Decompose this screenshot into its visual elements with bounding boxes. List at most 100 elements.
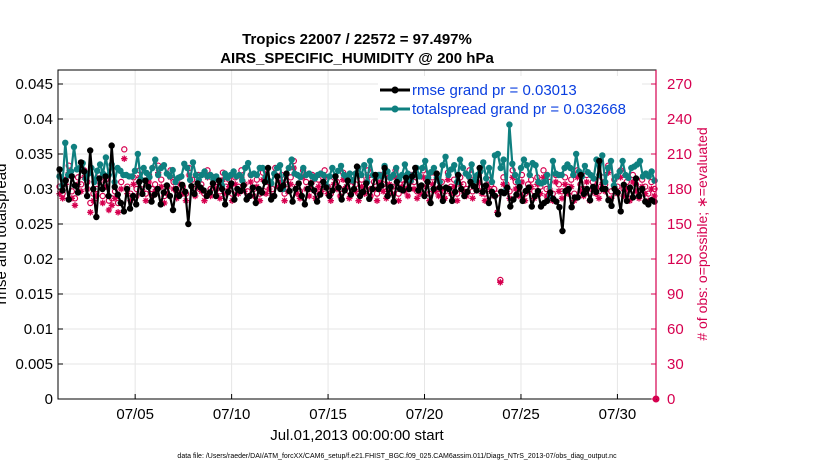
totalspread-point [480,159,487,166]
rmse-point [179,181,186,188]
obs-evaluated-marker [617,174,624,181]
rmse-point [83,192,91,200]
totalspread-point [543,171,551,179]
totalspread-point [488,178,496,186]
rmse-point [191,190,198,198]
x-tick-label: 07/10 [213,406,251,423]
rmse-point [574,194,581,201]
rmse-point [378,182,385,189]
rmse-point [264,164,272,172]
y-tick-label-right: 30 [667,356,684,373]
totalspread-point [259,164,266,172]
totalspread-point [494,150,501,158]
rmse-point [332,173,339,180]
rmse-point [307,180,315,187]
rmse-point [436,184,443,191]
totalspread-point [636,157,644,165]
rmse-point [301,201,309,208]
rmse-point [175,192,183,200]
rmse-point [126,205,134,212]
rmse-point [252,199,259,207]
obs-evaluated-marker [608,195,615,202]
rmse-point [68,173,76,180]
rmse-point [218,185,226,193]
obs-evaluated-marker [71,202,79,209]
rmse-point [286,187,293,195]
rmse-point [596,157,603,165]
totalspread-point [62,139,69,146]
rmse-point [525,184,532,191]
rmse-point [620,181,627,188]
rmse-point [605,197,612,204]
rmse-point [399,187,407,194]
totalspread-point [601,178,609,186]
totalspread-point [131,167,139,174]
obs-evaluated-marker [555,188,563,195]
y-axis-label-right: # of obs: o=possible; ∗=evaluated [694,127,710,340]
obs-evaluated-marker [518,178,526,186]
rmse-point [261,178,269,186]
legend-label-totalspread: totalspread grand pr = 0.032668 [412,101,626,118]
rmse-point [393,178,401,186]
rmse-point [543,197,551,205]
rmse-point [504,184,511,191]
totalspread-point [456,156,464,163]
obs-evaluated-marker [281,197,288,204]
obs-evaluated-marker [293,190,301,197]
totalspread-point [532,162,539,169]
rmse-point [145,183,152,191]
rmse-point [172,185,180,193]
rmse-point [114,191,122,198]
rmse-point [136,178,143,186]
totalspread-point [422,157,429,165]
rmse-point [510,196,517,203]
totalspread-point [244,159,252,167]
obs-evaluated-marker [173,195,180,202]
obs-evaluated-marker [392,174,399,181]
grid-lines [58,70,656,400]
rmse-point [412,164,419,172]
rmse-point [372,171,379,179]
obs-possible-marker [540,167,547,174]
rmse-point [387,183,394,191]
obs-evaluated-marker [410,185,418,193]
obs-evaluated-marker [552,178,560,186]
obs-evaluated-marker [583,178,590,186]
rmse-point [246,192,253,200]
rmse-point [323,184,330,191]
obs-evaluated-marker [435,192,442,200]
rmse-point [271,192,278,200]
rmse-point [295,180,302,187]
rmse-point [329,187,336,194]
totalspread-point [134,150,142,158]
y-tick-label-left: 0.04 [24,111,53,128]
rmse-point [185,220,192,228]
obs-evaluated-marker [642,190,649,197]
totalspread-point [645,173,652,180]
totalspread-point [599,152,606,159]
rmse-point [77,159,85,166]
totalspread-point [506,121,513,128]
rmse-point [65,196,72,203]
obs-evaluated-marker [142,197,150,204]
y-tick-label-right: 0 [667,391,675,408]
totalspread-point [572,150,580,158]
right-axis-ticks: 0 30 60 90 120 150 180 210 240 270 [651,70,692,408]
obs-evaluated-marker [151,188,159,195]
rmse-point [142,177,149,184]
rmse-point [59,187,66,194]
left-axis-ticks: 0 0.005 0.01 0.015 0.02 0.025 0.03 0.035 0.04 0.0… [15,76,63,408]
obs-evaluated-marker [469,195,476,202]
obs-evaluated-marker [216,195,224,202]
totalspread-point [192,171,200,179]
obs-evaluated-marker [161,199,168,207]
obs-evaluated-marker [623,185,630,193]
rmse-point [593,188,600,195]
totalspread-point [169,166,176,174]
obs-evaluated-marker [651,192,658,200]
rmse-point [157,201,164,208]
rmse-point [225,188,232,195]
totalspread-point [189,159,197,166]
rmse-point [133,201,140,208]
totalspread-point [613,173,621,180]
